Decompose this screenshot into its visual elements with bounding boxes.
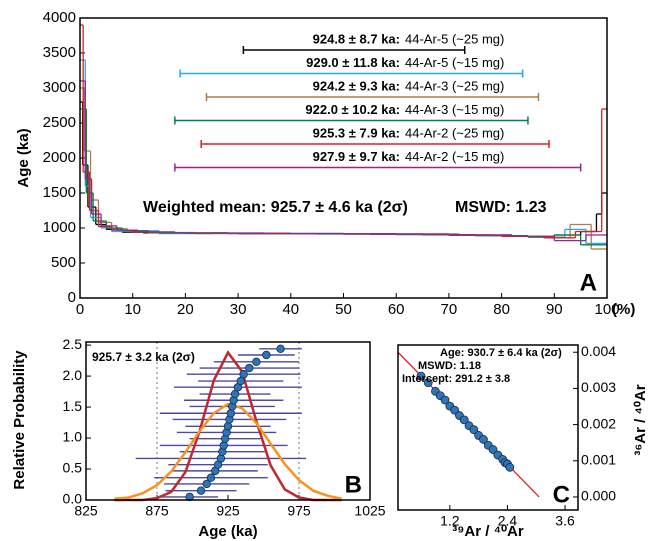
sample-name: 44-Ar-5 (~15 mg) <box>405 55 504 70</box>
y-tick-label: 2000 <box>43 149 76 166</box>
plateau-age: 929.0 ± 11.8 ka: <box>306 55 400 70</box>
plot-frame <box>85 341 371 501</box>
x-tick-label: 50 <box>335 301 352 318</box>
cumulative-point <box>226 409 236 418</box>
probability-curve <box>114 402 342 501</box>
y-tick-label: 2500 <box>43 114 76 131</box>
cumulative-point <box>219 441 228 450</box>
isochron-point <box>469 425 479 435</box>
y-axis-title: Age (ka) <box>15 128 32 187</box>
weighted-mean: Weighted mean: 925.7 ± 4.6 ka (2σ) <box>143 199 408 216</box>
x-tick-label: 90 <box>546 301 563 318</box>
cumulative-point <box>216 454 226 463</box>
y-tick-label: 2.5 <box>63 336 83 352</box>
isochron-point <box>479 435 488 444</box>
y-tick-label: 1500 <box>43 184 76 201</box>
x-tick-label: 975 <box>287 503 311 519</box>
y-tick-label: 1.0 <box>63 429 83 445</box>
isochron-point <box>505 462 515 472</box>
x-tick-label: 100 <box>594 301 619 318</box>
isochron-point <box>440 395 450 405</box>
x-tick-label: 40 <box>282 301 299 318</box>
x-tick-label: 60 <box>388 301 405 318</box>
plateau-age: 924.2 ± 9.3 ka: <box>313 78 400 93</box>
x-axis-title: ³⁹Ar / ⁴⁰Ar <box>452 523 524 540</box>
plateau-age: 922.0 ± 10.2 ka: <box>305 102 400 117</box>
x-tick-label: 0 <box>76 301 84 318</box>
probability-curve <box>114 350 342 502</box>
cumulative-point <box>196 486 206 495</box>
y-tick-label: 1000 <box>43 219 76 236</box>
y-tick-label: 500 <box>51 254 76 271</box>
isochron-stat: Age: 930.7 ± 6.4 ka (2σ) <box>440 347 562 359</box>
x-tick-label: 875 <box>145 503 169 519</box>
plateau-age: 924.8 ± 8.7 ka: <box>313 31 400 46</box>
x-tick-label: 825 <box>74 503 98 519</box>
x-tick-label: 1025 <box>354 503 385 519</box>
plateau-age: 925.3 ± 7.9 ka: <box>313 125 400 140</box>
sample-name: 44-Ar-3 (~25 mg) <box>405 78 504 93</box>
y-tick-label: 0.5 <box>63 460 83 476</box>
plot-frame <box>79 17 608 299</box>
panel-label: C <box>553 481 570 508</box>
y-axis-title: ³⁶Ar / ⁴⁰Ar <box>632 384 649 455</box>
y-tick-label: 0.002 <box>581 415 616 431</box>
x-tick-label: 30 <box>230 301 247 318</box>
sample-name: 44-Ar-5 (~25 mg) <box>405 31 504 46</box>
cumulative-point <box>245 363 254 373</box>
cumulative-point <box>252 357 261 367</box>
x-tick-label: 80 <box>493 301 510 318</box>
y-tick-label: 0.004 <box>581 343 616 359</box>
x-tick-label: 3.6 <box>555 513 575 529</box>
y-tick-label: 1.5 <box>63 398 83 414</box>
mean-age: 925.7 ± 3.2 ka (2σ) <box>92 350 195 364</box>
isochron-stat: MSWD: 1.18 <box>418 360 481 372</box>
y-tick-label: 0.001 <box>581 451 616 467</box>
cumulative-point <box>276 344 285 354</box>
y-tick-label: 0.0 <box>63 491 83 507</box>
mswd: MSWD: 1.23 <box>455 199 547 216</box>
x-tick-label: 20 <box>177 301 194 318</box>
isochron-point <box>423 378 433 388</box>
x-tick-label: 70 <box>441 301 458 318</box>
cumulative-point <box>239 370 248 379</box>
x-tick-label: 1.2 <box>440 513 460 529</box>
cumulative-point <box>223 422 233 431</box>
panel-label: B <box>345 471 362 498</box>
isochron-point <box>450 405 460 415</box>
sample-name: 44-Ar-2 (~25 mg) <box>405 125 504 140</box>
cumulative-point <box>206 473 216 482</box>
isochron-point <box>488 445 498 454</box>
cumulative-point <box>202 479 211 489</box>
x-axis-unit: (%) <box>612 301 635 318</box>
y-tick-label: 0.000 <box>581 488 616 504</box>
plateau-age: 927.9 ± 9.7 ka: <box>313 149 400 164</box>
x-axis-title: Age (ka) <box>198 523 257 540</box>
isochron-point <box>459 415 469 425</box>
y-tick-label: 0.003 <box>581 379 616 395</box>
sample-name: 44-Ar-3 (~15 mg) <box>405 102 504 117</box>
sample-name: 44-Ar-2 (~15 mg) <box>405 149 504 164</box>
panel-label: A <box>580 269 597 296</box>
plot-frame <box>397 344 579 511</box>
x-tick-label: 2.4 <box>498 513 518 529</box>
isochron-point <box>416 371 426 381</box>
cumulative-point <box>262 350 271 360</box>
y-axis-title: Relative Probability <box>11 350 28 490</box>
x-tick-label: 10 <box>124 301 141 318</box>
y-tick-label: 0 <box>68 289 76 306</box>
y-tick-label: 2.0 <box>63 367 83 383</box>
y-tick-label: 3000 <box>43 79 76 96</box>
x-tick-label: 925 <box>216 503 240 519</box>
y-tick-label: 3500 <box>43 44 76 61</box>
y-tick-label: 4000 <box>43 9 76 26</box>
isochron-stat: Intercept: 291.2 ± 3.8 <box>402 373 510 385</box>
